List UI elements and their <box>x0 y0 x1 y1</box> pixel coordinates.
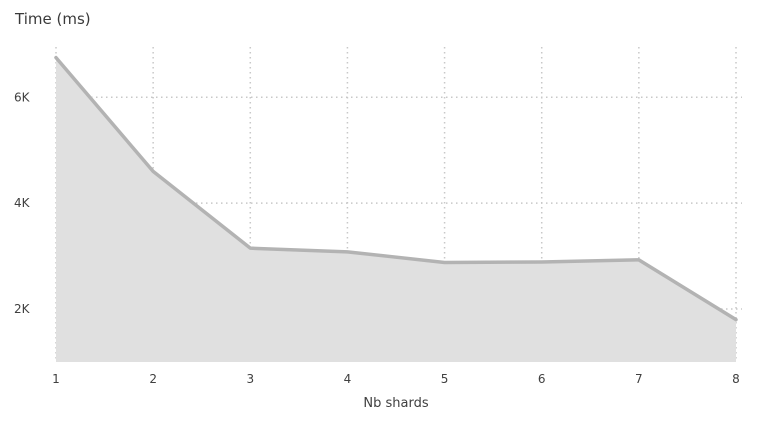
y-axis-title: Time (ms) <box>14 10 91 28</box>
y-tick-label: 2K <box>14 302 31 316</box>
x-tick-label: 3 <box>246 372 254 386</box>
y-tick-label: 4K <box>14 196 31 210</box>
x-tick-labels: 1 2 3 4 5 6 7 8 <box>52 372 740 386</box>
y-tick-label: 6K <box>14 90 31 104</box>
x-tick-label: 1 <box>52 372 60 386</box>
x-axis-title: Nb shards <box>363 396 428 411</box>
x-tick-label: 8 <box>732 372 740 386</box>
x-tick-label: 6 <box>538 372 546 386</box>
x-tick-label: 4 <box>344 372 352 386</box>
x-tick-label: 7 <box>635 372 643 386</box>
x-tick-label: 5 <box>441 372 449 386</box>
area-fill <box>56 57 736 363</box>
series-line <box>54 55 738 322</box>
x-tick-label: 2 <box>149 372 157 386</box>
y-tick-labels: 2K 4K 6K <box>14 90 31 316</box>
area-layer <box>54 55 738 363</box>
